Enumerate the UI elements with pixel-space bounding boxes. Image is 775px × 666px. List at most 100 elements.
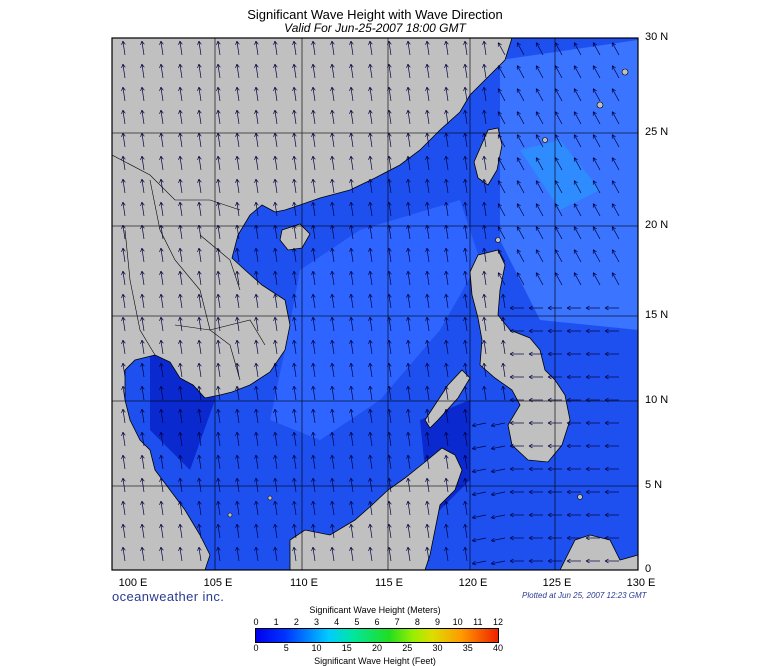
direction-arrow [198,248,202,263]
arrow-head [574,134,578,138]
direction-arrow [141,87,145,102]
direction-arrow [122,64,126,79]
direction-arrow [236,501,240,516]
direction-arrow [122,294,126,309]
direction-arrow [535,157,544,171]
arrow-head [369,155,373,160]
arrow-head [585,397,590,401]
direction-arrow [573,249,582,263]
arrow-head [555,272,559,276]
arrow-head [547,307,552,311]
arrow-head [159,294,162,299]
direction-arrow [497,157,506,171]
arrow-head [198,477,202,482]
arrow-head [547,560,552,564]
arrow-head [388,385,392,390]
arrow-head [178,386,181,391]
direction-arrow [464,501,468,516]
arrow-head [482,133,485,138]
arrow-head [198,500,202,505]
arrow-head [311,432,314,437]
direction-arrow [217,409,221,424]
arrow-head [179,431,183,436]
direction-arrow [293,248,297,263]
arrow-head [472,491,476,496]
arrow-head [235,64,238,69]
arrow-head [179,523,183,528]
arrow-head [312,40,316,45]
arrow-head [235,340,238,345]
arrow-head [407,362,411,367]
arrow-head [498,272,502,276]
direction-arrow [464,87,468,102]
direction-arrow [293,501,297,516]
direction-arrow [388,64,392,79]
feet-tick-label: 25 [402,643,413,653]
arrow-head [255,109,259,114]
arrow-head [369,431,373,436]
direction-arrow [236,478,240,493]
arrow-head [368,547,371,552]
arrow-head [330,248,333,253]
arrow-head [388,201,392,206]
direction-arrow [312,64,316,79]
arrow-head [330,363,333,368]
direction-arrow [122,478,126,493]
arrow-head [312,86,316,91]
arrow-head [593,226,597,230]
direction-arrow [141,294,145,309]
direction-arrow [331,432,335,447]
arrow-head [483,247,487,252]
arrow-head [604,443,609,447]
arrow-head [140,455,143,460]
direction-arrow [535,272,544,286]
direction-arrow [445,547,449,562]
arrow-head [274,316,278,321]
direction-arrow [255,156,259,171]
direction-arrow [122,386,126,401]
wave-height-colorbar [255,628,499,643]
meter-tick-label: 0 [253,617,259,627]
borneo-island [289,447,463,570]
direction-arrow [483,156,487,171]
arrow-head [273,156,276,161]
taiwan-island [473,127,503,186]
direction-arrow [312,110,316,125]
direction-arrow [445,455,449,470]
direction-arrow [350,478,354,493]
meter-tick-label: 12 [492,617,504,627]
meter-tick-label: 3 [313,617,320,627]
direction-arrow [141,432,145,447]
arrow-head [536,65,540,69]
arrow-head [585,420,590,424]
direction-arrow [464,156,468,171]
lat-label-10n: 10 N [645,394,669,406]
direction-arrow [350,271,354,286]
direction-arrow [497,42,506,56]
arrow-head [528,374,533,378]
arrow-head [612,134,616,138]
arrow-head [255,293,259,298]
direction-arrow [611,203,620,217]
direction-arrow [445,179,449,194]
arrow-head [509,491,514,495]
direction-arrow [141,110,145,125]
arrow-head [483,385,487,390]
arrow-head [179,63,183,68]
arrow-head [425,455,428,460]
direction-arrow [141,386,145,401]
arrow-head [311,317,314,322]
arrow-head [566,445,571,449]
direction-arrow [255,363,259,378]
direction-arrow [217,455,221,470]
arrow-head [216,110,219,115]
arrow-head [445,201,449,206]
direction-arrow [198,110,202,125]
arrow-head [216,524,219,529]
arrow-head [604,397,609,401]
arrow-head [255,339,259,344]
arrow-head [197,271,200,276]
direction-arrow [331,64,335,79]
direction-arrow [554,249,563,263]
arrow-head [528,351,533,355]
